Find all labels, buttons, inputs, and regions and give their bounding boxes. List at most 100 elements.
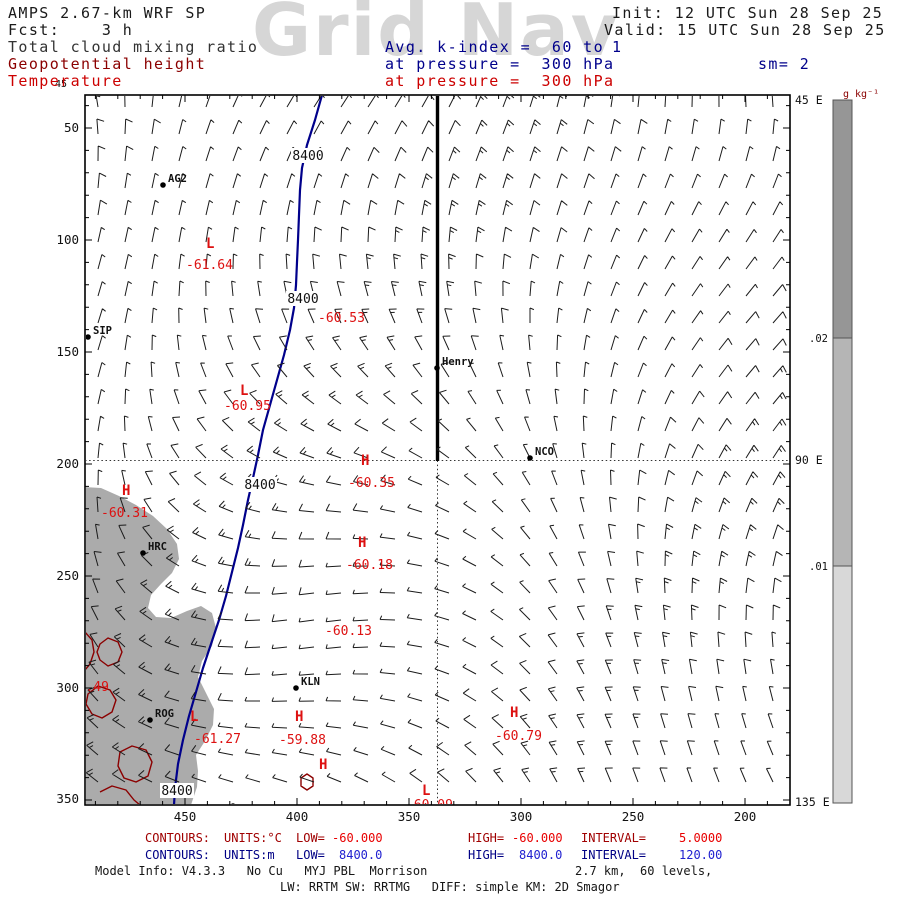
- svg-text:NCO: NCO: [535, 446, 554, 458]
- field-cloud-label: Total cloud mixing ratio: [8, 38, 259, 56]
- temperature-extrema: L-61.64-60.53L-60.95H-60.31H-60.35H-60.1…: [86, 236, 542, 813]
- footer-text: Model Info: V4.3.3 No Cu MYJ PBL Morriso…: [95, 864, 428, 878]
- svg-text:300: 300: [510, 809, 533, 824]
- svg-text:H: H: [510, 705, 518, 721]
- svg-text:H: H: [361, 453, 369, 469]
- svg-text:300: 300: [56, 680, 79, 695]
- svg-text:-60.13: -60.13: [325, 624, 372, 639]
- axis-ticks: [85, 95, 790, 805]
- field-temp-label: Temperature: [8, 72, 123, 90]
- footer-text: CONTOURS:: [145, 848, 211, 862]
- station-marker: [293, 685, 299, 691]
- kindex-label: Avg. k-index = 60 to: [385, 38, 605, 56]
- footer-text: 8400.0: [519, 848, 563, 862]
- svg-text:400: 400: [286, 809, 309, 824]
- svg-text:90 E: 90 E: [795, 453, 823, 467]
- svg-text:.02: .02: [809, 333, 828, 345]
- init-time: Init: 12 UTC Sun 28 Sep 25: [612, 4, 884, 22]
- height-contour-labels: 8400 8400 8400 8400: [160, 148, 325, 799]
- svg-text:250: 250: [622, 809, 645, 824]
- svg-text:250: 250: [56, 568, 79, 583]
- svg-text:SIP: SIP: [93, 325, 112, 337]
- svg-text:.01: .01: [809, 561, 828, 573]
- svg-text:Henry: Henry: [442, 356, 474, 368]
- station-marker: [86, 334, 91, 340]
- svg-text:L: L: [206, 236, 214, 252]
- svg-text:-60.53: -60.53: [318, 311, 365, 326]
- svg-text:H: H: [358, 535, 366, 551]
- footer-text: UNITS:°C: [224, 831, 282, 845]
- svg-text:150: 150: [56, 344, 79, 359]
- svg-text:-60.79: -60.79: [495, 729, 542, 744]
- station-marker: [434, 365, 440, 371]
- svg-text:200: 200: [56, 456, 79, 471]
- map-interior: 8400 8400 8400 8400 AG2 SIP Henry NCO HRC KLN ROG L…: [86, 96, 789, 813]
- station-marker: [140, 550, 146, 556]
- cloud-shading: [86, 487, 216, 804]
- svg-text:50: 50: [64, 120, 79, 135]
- footer-text: -60.000: [332, 831, 383, 845]
- temp-pressure-label: at pressure = 300 hPa: [385, 72, 615, 90]
- svg-text:350: 350: [56, 791, 79, 806]
- colorbar-outline: [832, 99, 853, 804]
- stations: AG2 SIP Henry NCO HRC KLN ROG: [86, 173, 554, 804]
- footer-text: 120.00: [679, 848, 723, 862]
- svg-text:8400: 8400: [161, 784, 192, 799]
- svg-text:KLN: KLN: [301, 676, 320, 688]
- svg-text:-61.27: -61.27: [194, 732, 241, 747]
- svg-text:L: L: [240, 383, 248, 399]
- footer-text: INTERVAL=: [581, 848, 647, 862]
- height-pressure-label: at pressure = 300 hPa: [385, 55, 615, 73]
- svg-text:8400: 8400: [287, 292, 318, 307]
- station-marker: [527, 455, 533, 461]
- model-title: AMPS 2.67-km WRF SP: [8, 4, 207, 22]
- height-contour-8400: [172, 96, 323, 804]
- svg-text:-60.31: -60.31: [101, 506, 148, 521]
- svg-text:-60.09: -60.09: [406, 798, 453, 813]
- wind-barbs: [86, 96, 787, 783]
- svg-text:45 E: 45 E: [795, 93, 823, 107]
- station-marker: [160, 182, 166, 188]
- footer-text: -60.000: [512, 831, 563, 845]
- svg-text:135 E: 135 E: [795, 795, 830, 809]
- svg-text:g kg⁻¹: g kg⁻¹: [843, 89, 879, 100]
- svg-text:L: L: [422, 783, 430, 799]
- svg-text:H: H: [122, 483, 130, 499]
- svg-text:-61.64: -61.64: [186, 258, 233, 273]
- station-marker: [231, 803, 235, 804]
- footer-text: CONTOURS:: [145, 831, 211, 845]
- svg-text:-60.18: -60.18: [346, 558, 393, 573]
- field-height-label: Geopotential height: [8, 55, 207, 73]
- footer-text: HIGH=: [468, 848, 505, 862]
- footer-text: LOW=: [296, 848, 325, 862]
- forecast-hour: Fcst: 3 h: [8, 21, 134, 39]
- svg-text:-60.35: -60.35: [348, 476, 395, 491]
- svg-text:-59.88: -59.88: [279, 733, 326, 748]
- footer-text: 2.7 km, 60 levels,: [575, 864, 713, 878]
- svg-text:200: 200: [734, 809, 757, 824]
- footer-text: LOW=: [296, 831, 325, 845]
- smoothing-label: sm= 2: [758, 55, 811, 73]
- map-border: [84, 94, 791, 806]
- station-marker: [147, 717, 153, 723]
- kindex-value: 1: [612, 38, 623, 56]
- footer-text: 5.0000: [679, 831, 723, 845]
- svg-text:45: 45: [55, 79, 67, 90]
- svg-text:-60.95: -60.95: [224, 399, 271, 414]
- svg-text:8400: 8400: [292, 149, 323, 164]
- svg-text:H: H: [319, 757, 327, 773]
- footer-text: 8400.0: [339, 848, 383, 862]
- colorbar: .02 .01 g kg⁻¹: [809, 89, 879, 804]
- svg-text:L: L: [190, 709, 198, 725]
- svg-text:100: 100: [56, 232, 79, 247]
- axis-labels: 50 100 150 200 250 300 350 450 400 350 300 250 200 45…: [55, 79, 830, 824]
- valid-time: Valid: 15 UTC Sun 28 Sep 25: [604, 21, 886, 39]
- svg-text:ROG: ROG: [155, 708, 174, 720]
- svg-text:450: 450: [174, 809, 197, 824]
- footer-text: INTERVAL=: [581, 831, 647, 845]
- svg-text:AG2: AG2: [168, 173, 187, 185]
- footer-text: LW: RRTM SW: RRTMG DIFF: simple KM: 2D S…: [280, 880, 620, 894]
- footer-text: HIGH=: [468, 831, 505, 845]
